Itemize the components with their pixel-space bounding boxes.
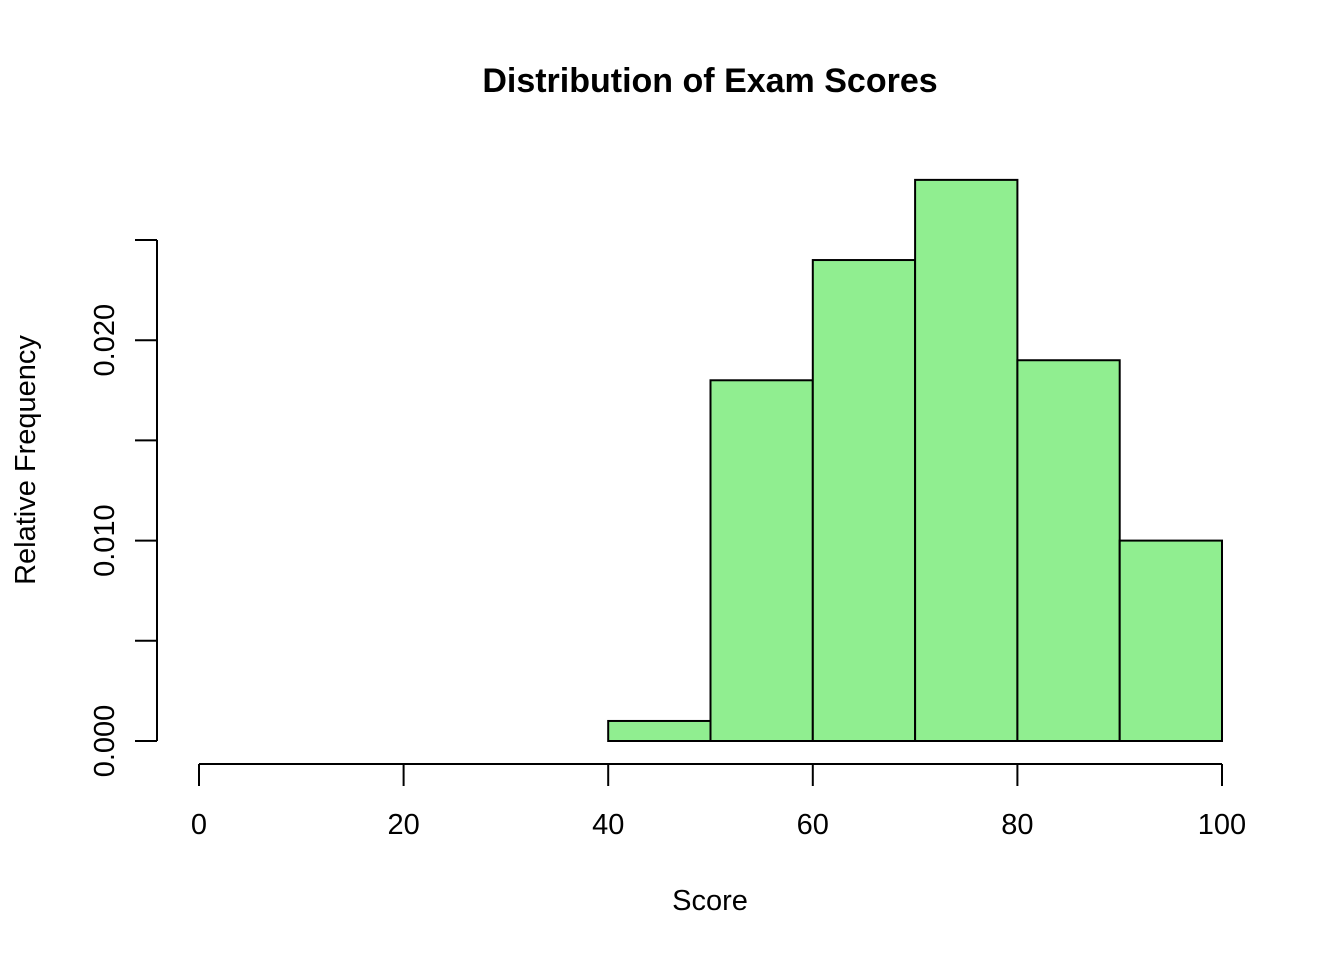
histogram-bar — [811, 259, 917, 742]
histogram-bar — [1118, 539, 1223, 742]
y-axis: 0.000 0.010 0.020 — [89, 239, 158, 778]
y-tick-label: 0.010 — [89, 504, 121, 577]
x-axis-label: Score — [672, 885, 748, 917]
y-axis-label: Relative Frequency — [10, 335, 42, 585]
histogram-bar — [1016, 359, 1121, 742]
x-tick-label: 20 — [387, 809, 419, 841]
chart-title: Distribution of Exam Scores — [482, 62, 937, 100]
x-tick-label: 80 — [1001, 809, 1033, 841]
y-tick-label: 0.020 — [89, 304, 121, 377]
x-axis: 0 20 40 60 80 100 — [191, 763, 1246, 841]
bars-group — [607, 178, 1223, 743]
histogram-bar — [914, 178, 1019, 742]
x-tick-label: 40 — [592, 809, 624, 841]
x-tick-label: 60 — [797, 809, 829, 841]
histogram-bar — [709, 379, 814, 742]
x-tick-label: 100 — [1198, 809, 1246, 841]
histogram-bar — [607, 719, 712, 743]
y-tick-label: 0.000 — [89, 705, 121, 778]
x-tick-label: 0 — [191, 809, 207, 841]
